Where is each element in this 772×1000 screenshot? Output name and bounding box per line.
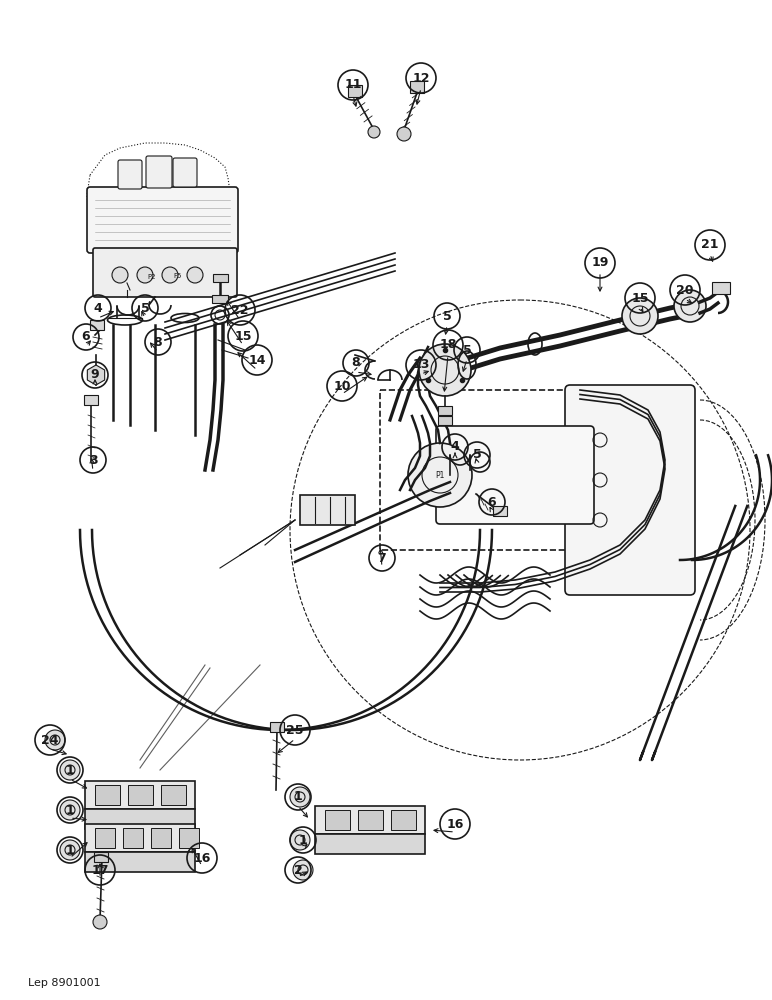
Text: 5: 5 (442, 310, 452, 322)
Text: 12: 12 (412, 72, 430, 85)
Text: 1: 1 (66, 764, 74, 776)
Text: 9: 9 (90, 368, 100, 381)
FancyBboxPatch shape (95, 785, 120, 805)
Text: 5: 5 (141, 302, 149, 314)
FancyBboxPatch shape (300, 495, 355, 525)
Circle shape (293, 860, 313, 880)
FancyBboxPatch shape (438, 406, 452, 415)
FancyBboxPatch shape (315, 834, 425, 854)
FancyBboxPatch shape (93, 248, 237, 297)
Circle shape (60, 840, 80, 860)
Text: 1: 1 (66, 804, 74, 816)
Text: 20: 20 (676, 284, 694, 296)
FancyBboxPatch shape (325, 810, 350, 830)
Circle shape (674, 290, 706, 322)
Text: 1: 1 (293, 790, 303, 804)
Text: 16: 16 (446, 818, 464, 830)
Circle shape (45, 730, 65, 750)
FancyBboxPatch shape (565, 385, 695, 595)
Text: P1: P1 (435, 471, 445, 480)
FancyBboxPatch shape (179, 828, 199, 848)
FancyBboxPatch shape (94, 852, 108, 862)
Text: 8: 8 (154, 336, 162, 349)
Text: 4: 4 (451, 440, 459, 454)
Text: 16: 16 (193, 852, 211, 864)
FancyBboxPatch shape (95, 828, 115, 848)
Circle shape (290, 787, 310, 807)
Text: F5: F5 (174, 273, 182, 279)
Text: 19: 19 (591, 256, 608, 269)
FancyBboxPatch shape (90, 320, 104, 330)
FancyBboxPatch shape (151, 828, 171, 848)
Circle shape (419, 344, 471, 396)
FancyBboxPatch shape (128, 785, 153, 805)
FancyBboxPatch shape (410, 81, 424, 93)
FancyBboxPatch shape (173, 158, 197, 187)
Text: 7: 7 (378, 552, 386, 564)
Circle shape (112, 267, 128, 283)
FancyBboxPatch shape (315, 806, 425, 834)
FancyBboxPatch shape (85, 824, 195, 852)
FancyBboxPatch shape (270, 722, 284, 732)
FancyBboxPatch shape (84, 395, 98, 405)
Text: Lep 8901001: Lep 8901001 (28, 978, 100, 988)
Circle shape (60, 760, 80, 780)
Text: 24: 24 (41, 734, 59, 746)
Circle shape (187, 267, 203, 283)
FancyBboxPatch shape (493, 506, 507, 516)
FancyBboxPatch shape (85, 781, 195, 809)
Circle shape (368, 126, 380, 138)
FancyBboxPatch shape (85, 809, 195, 829)
FancyBboxPatch shape (213, 274, 228, 282)
Circle shape (290, 830, 310, 850)
Text: 2: 2 (293, 863, 303, 876)
FancyBboxPatch shape (712, 282, 730, 294)
Circle shape (162, 267, 178, 283)
Text: 22: 22 (232, 304, 249, 316)
Text: 14: 14 (249, 354, 266, 366)
Text: 1: 1 (299, 834, 307, 846)
Circle shape (408, 443, 472, 507)
Text: 15: 15 (631, 292, 648, 304)
Text: 3: 3 (89, 454, 97, 466)
Circle shape (93, 915, 107, 929)
Text: 5: 5 (462, 344, 472, 357)
Text: 17: 17 (91, 863, 109, 876)
Text: 21: 21 (701, 238, 719, 251)
Text: 6: 6 (82, 330, 90, 344)
FancyBboxPatch shape (85, 852, 195, 872)
Text: P2: P2 (147, 274, 156, 280)
FancyBboxPatch shape (348, 85, 362, 97)
Circle shape (397, 127, 411, 141)
FancyBboxPatch shape (358, 810, 383, 830)
FancyBboxPatch shape (146, 156, 172, 188)
Text: 5: 5 (472, 448, 482, 462)
FancyBboxPatch shape (118, 160, 142, 189)
FancyBboxPatch shape (87, 187, 238, 253)
Circle shape (60, 800, 80, 820)
Text: 25: 25 (286, 724, 303, 736)
FancyBboxPatch shape (438, 416, 452, 425)
Circle shape (137, 267, 153, 283)
Text: 13: 13 (412, 359, 430, 371)
Text: 6: 6 (488, 495, 496, 508)
FancyBboxPatch shape (161, 785, 186, 805)
FancyBboxPatch shape (391, 810, 416, 830)
FancyBboxPatch shape (123, 828, 143, 848)
FancyBboxPatch shape (436, 426, 594, 524)
Text: 15: 15 (234, 330, 252, 342)
Text: 11: 11 (344, 79, 362, 92)
Text: 10: 10 (334, 379, 350, 392)
Text: 18: 18 (439, 338, 457, 352)
Text: 8: 8 (352, 357, 361, 369)
Text: 1: 1 (66, 844, 74, 856)
FancyBboxPatch shape (212, 295, 228, 303)
Text: 4: 4 (93, 302, 103, 314)
Circle shape (622, 298, 658, 334)
